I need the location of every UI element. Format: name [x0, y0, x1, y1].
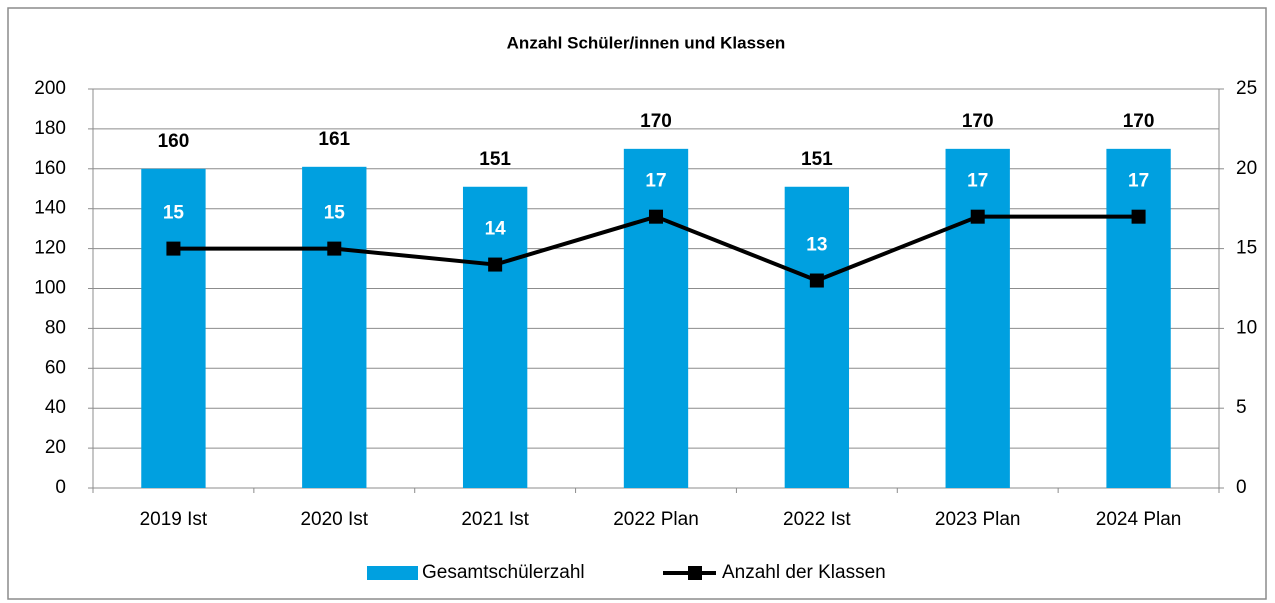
bar — [945, 148, 1010, 488]
bar-value-label: 161 — [318, 129, 350, 150]
line-value-label: 17 — [1128, 171, 1149, 192]
y-tick-label: 100 — [34, 278, 66, 299]
line-marker — [970, 209, 985, 224]
x-tick-label: 2024 Plan — [1096, 509, 1182, 530]
y-tick-label: 200 — [34, 78, 66, 99]
y-tick-label: 0 — [55, 477, 66, 498]
bar-value-label: 170 — [640, 111, 672, 132]
line-value-label: 17 — [645, 171, 666, 192]
line-value-label: 17 — [967, 171, 988, 192]
line-marker — [166, 241, 181, 256]
x-tick-label: 2022 Plan — [613, 509, 699, 530]
bar-value-label: 170 — [962, 111, 994, 132]
y2-tick-label: 20 — [1236, 158, 1257, 179]
legend-swatch — [367, 566, 418, 580]
y2-tick-label: 0 — [1236, 477, 1247, 498]
line-value-label: 14 — [485, 219, 507, 240]
bar — [141, 168, 206, 489]
legend-swatch — [688, 566, 702, 580]
line-marker — [1131, 209, 1146, 224]
y-tick-label: 160 — [34, 158, 66, 179]
line-marker — [488, 257, 503, 272]
x-tick-label: 2023 Plan — [935, 509, 1021, 530]
bar-value-label: 151 — [479, 149, 511, 170]
x-tick-label: 2022 Ist — [783, 509, 851, 530]
y2-tick-label: 5 — [1236, 397, 1247, 418]
bar-value-label: 151 — [801, 149, 833, 170]
y-tick-label: 20 — [45, 437, 66, 458]
line-value-label: 15 — [163, 203, 185, 224]
y2-tick-label: 10 — [1236, 317, 1257, 338]
y2-tick-label: 25 — [1236, 78, 1257, 99]
bar — [462, 186, 528, 488]
x-tick-label: 2020 Ist — [300, 509, 368, 530]
bar-value-label: 170 — [1123, 111, 1155, 132]
y-tick-label: 180 — [34, 118, 66, 139]
legend-label: Gesamtschülerzahl — [422, 562, 585, 583]
x-tick-label: 2019 Ist — [140, 509, 208, 530]
bar — [1106, 148, 1171, 488]
bar — [302, 166, 367, 488]
bar-value-label: 160 — [158, 131, 190, 152]
y-tick-label: 40 — [45, 397, 66, 418]
line-marker — [327, 241, 342, 256]
y-tick-label: 60 — [45, 357, 66, 378]
chart-title: Anzahl Schüler/innen und Klassen — [507, 33, 786, 52]
line-marker — [649, 209, 663, 224]
line-value-label: 13 — [806, 235, 827, 256]
y-tick-label: 80 — [45, 317, 66, 338]
bar — [784, 186, 850, 488]
bar — [623, 148, 689, 488]
legend-label: Anzahl der Klassen — [722, 562, 886, 583]
y-tick-label: 120 — [34, 238, 66, 259]
x-tick-label: 2021 Ist — [461, 509, 529, 530]
y2-tick-label: 15 — [1236, 238, 1257, 259]
line-value-label: 15 — [324, 203, 346, 224]
y-tick-label: 140 — [34, 198, 66, 219]
line-marker — [809, 273, 824, 288]
